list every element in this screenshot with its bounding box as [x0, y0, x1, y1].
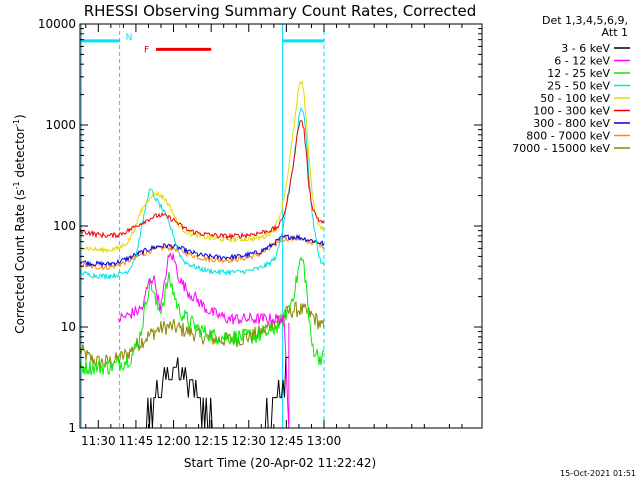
legend-entry-label: 800 - 7000 keV	[526, 130, 610, 143]
y-tick-label: 10	[61, 320, 76, 334]
legend-header: Att 1	[602, 26, 628, 39]
legend-entry-label: 100 - 300 keV	[533, 105, 610, 118]
x-tick-label: 12:30	[231, 434, 266, 448]
legend-entry-label: 6 - 12 keV	[554, 55, 610, 68]
x-tick-label: 12:15	[194, 434, 229, 448]
series-line-800-7000-kev	[79, 234, 325, 271]
chart-title: RHESSI Observing Summary Count Rates, Co…	[84, 2, 477, 20]
x-tick-label: 11:45	[119, 434, 154, 448]
night-flag-label: N	[126, 33, 133, 43]
y-tick-label: 1000	[45, 118, 76, 132]
x-axis-label: Start Time (20-Apr-02 11:22:42)	[184, 456, 376, 470]
legend-entry-label: 50 - 100 keV	[540, 92, 610, 105]
x-tick-label: 12:00	[156, 434, 191, 448]
series-line-100-300-kev	[79, 120, 325, 241]
footer-timestamp: 15-Oct-2021 01:51	[560, 469, 636, 478]
y-tick-label: 10000	[38, 17, 76, 31]
legend-entry-label: 12 - 25 keV	[547, 67, 610, 80]
x-tick-label: 13:00	[307, 434, 342, 448]
series-line-6-12-kev	[117, 252, 290, 429]
y-axis-label: Corrected Count Rate (s-1 detector-1)	[12, 114, 27, 333]
legend-entry-label: 7000 - 15000 keV	[512, 142, 610, 155]
legend-entry-label: 25 - 50 keV	[547, 80, 610, 93]
x-tick-label: 11:30	[81, 434, 116, 448]
legend-entry-label: 3 - 6 keV	[561, 42, 610, 55]
y-tick-label: 100	[53, 219, 76, 233]
series-line-50-100-kev	[79, 80, 325, 254]
series-line-12-25-kev	[79, 256, 325, 376]
period-boundaries	[80, 24, 325, 428]
plot-frame	[79, 23, 483, 429]
plot-axes: 11:30 11:45 12:00 12:15 12:30 12:45 13:00 1 10 10…	[38, 17, 483, 448]
series-line-300-800-kev	[79, 233, 325, 269]
instrument-flags: NF	[80, 33, 325, 55]
series-layer	[79, 80, 325, 429]
legend-header: Det 1,3,4,5,6,9,	[542, 14, 628, 27]
series-line-25-50-kev	[79, 107, 325, 281]
series-line-3-6-kev	[143, 356, 289, 429]
x-tick-label: 12:45	[269, 434, 304, 448]
y-tick-label: 1	[68, 421, 76, 435]
legend-entry-label: 300 - 800 keV	[533, 117, 610, 130]
series-line-7000-15000-kev	[79, 301, 325, 369]
flare-flag-label: F	[144, 45, 149, 55]
